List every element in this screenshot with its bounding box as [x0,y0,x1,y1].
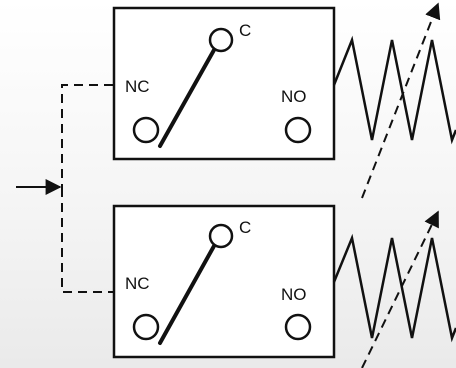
switch-lower-label-nc: NC [125,274,150,293]
switch-lower-common-terminal [208,223,234,249]
switch-upper: C NC NO [112,6,336,161]
lower-resistor-zigzag [332,233,456,343]
linkage-top-arm [61,84,113,188]
switch-upper-label-no: NO [281,87,307,106]
upper-adjustment-arrow [361,2,441,199]
switch-lower-contact-blade [158,244,216,345]
switch-lower-nc-terminal [132,313,160,341]
switch-lower: C NC NO [112,204,336,359]
switch-upper-nc-terminal [132,116,160,144]
switch-lower-label-no: NO [281,285,307,304]
upper-resistor-zigzag [332,35,456,145]
switch-upper-label-nc: NC [125,77,150,96]
linkage-bottom-arm [61,188,113,293]
upper-variable-resistor [332,2,456,199]
lower-adjustment-arrow [361,210,439,368]
mechanical-linkage [61,84,113,293]
switch-lower-label-c: C [239,218,251,237]
switch-upper-common-terminal [208,27,234,53]
switch-lower-no-terminal [284,313,312,341]
lower-variable-resistor [332,210,456,368]
switch-upper-label-c: C [239,21,251,40]
switch-upper-contact-blade [158,48,216,148]
switch-upper-no-terminal [284,116,312,144]
